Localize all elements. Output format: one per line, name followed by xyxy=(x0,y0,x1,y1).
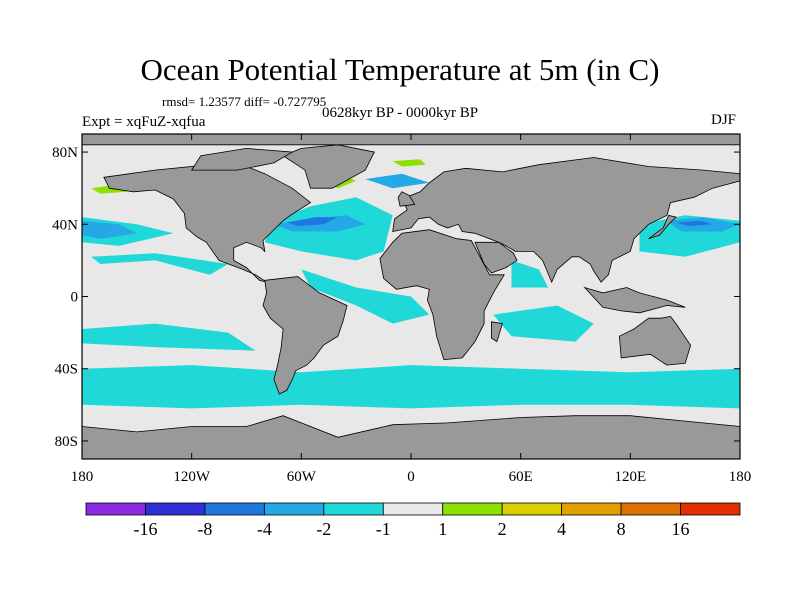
colorbar-swatch xyxy=(323,502,384,516)
land-indonesia xyxy=(583,286,686,314)
x-tick-label: 120E xyxy=(614,469,646,485)
anomaly-warm-labrador xyxy=(392,159,426,167)
chart-title: Ocean Potential Temperature at 5m (in C) xyxy=(140,52,660,87)
anomaly-gulf-stream-core xyxy=(286,217,338,227)
colorbar-swatch xyxy=(561,502,622,516)
anomaly-nordic-seas xyxy=(365,173,430,189)
y-tick-label: 80S xyxy=(55,434,78,450)
colorbar-swatch xyxy=(382,502,444,516)
colorbar-swatch xyxy=(501,502,563,516)
colorbar-label: -4 xyxy=(257,519,272,539)
colorbar-swatch xyxy=(263,502,325,516)
land-africa xyxy=(379,229,505,361)
colorbar-label: -16 xyxy=(133,519,157,539)
land-north-america xyxy=(103,164,312,283)
stats-line: rmsd= 1.23577 diff= -0.727795 xyxy=(162,94,327,109)
land-australia xyxy=(618,315,692,366)
land-canadian-arctic xyxy=(190,147,294,171)
colorbar-label: 8 xyxy=(617,519,626,539)
anomaly-arabian-sea xyxy=(511,260,549,288)
x-tick-label: 60E xyxy=(509,469,533,485)
colorbar-label: 2 xyxy=(498,519,507,539)
land-arabia xyxy=(474,241,518,274)
anomaly-kuroshio-max xyxy=(676,220,713,227)
y-tick-label: 40S xyxy=(55,362,78,378)
land-japan xyxy=(648,214,677,240)
experiment-label: Expt = xqFuZ-xqfua xyxy=(82,114,206,130)
season-label: DJF xyxy=(711,112,737,128)
colorbar-swatch xyxy=(680,502,741,516)
x-tick-label: 180 xyxy=(729,469,752,485)
anomaly-southern-ocean xyxy=(82,365,740,409)
colorbar-swatch xyxy=(145,502,206,516)
y-tick-label: 40N xyxy=(52,217,78,233)
y-tick-label: 80N xyxy=(52,145,78,161)
anomaly-tropical-atlantic xyxy=(301,269,430,324)
colorbar-swatch xyxy=(620,502,681,516)
land-europe-asia xyxy=(392,157,741,284)
colorbar-label: -2 xyxy=(316,519,331,539)
colorbar-swatch xyxy=(85,502,146,516)
land-south-america xyxy=(262,276,348,395)
land-uk xyxy=(397,191,416,207)
y-tick-label: 0 xyxy=(71,290,79,306)
x-tick-label: 0 xyxy=(407,469,415,485)
colorbar-label: 4 xyxy=(557,519,566,539)
anomaly-north-pacific-west xyxy=(82,220,137,239)
anomaly-indian-ocean xyxy=(493,305,594,342)
x-tick-label: 180 xyxy=(71,469,94,485)
x-tick-label: 120W xyxy=(173,469,211,485)
anomaly-tropical-pacific xyxy=(91,253,229,275)
colorbar-swatch xyxy=(204,502,265,516)
colorbar-label: 16 xyxy=(672,519,690,539)
colorbar-label: -8 xyxy=(197,519,212,539)
colorbar-label: 1 xyxy=(438,519,447,539)
colorbar-swatch xyxy=(442,502,503,516)
land-madagascar xyxy=(490,321,503,343)
x-tick-label: 60W xyxy=(287,469,317,485)
colorbar-label: -1 xyxy=(376,519,391,539)
anomaly-south-pacific xyxy=(82,323,256,351)
period-label: 0628kyr BP - 0000kyr BP xyxy=(322,105,479,121)
